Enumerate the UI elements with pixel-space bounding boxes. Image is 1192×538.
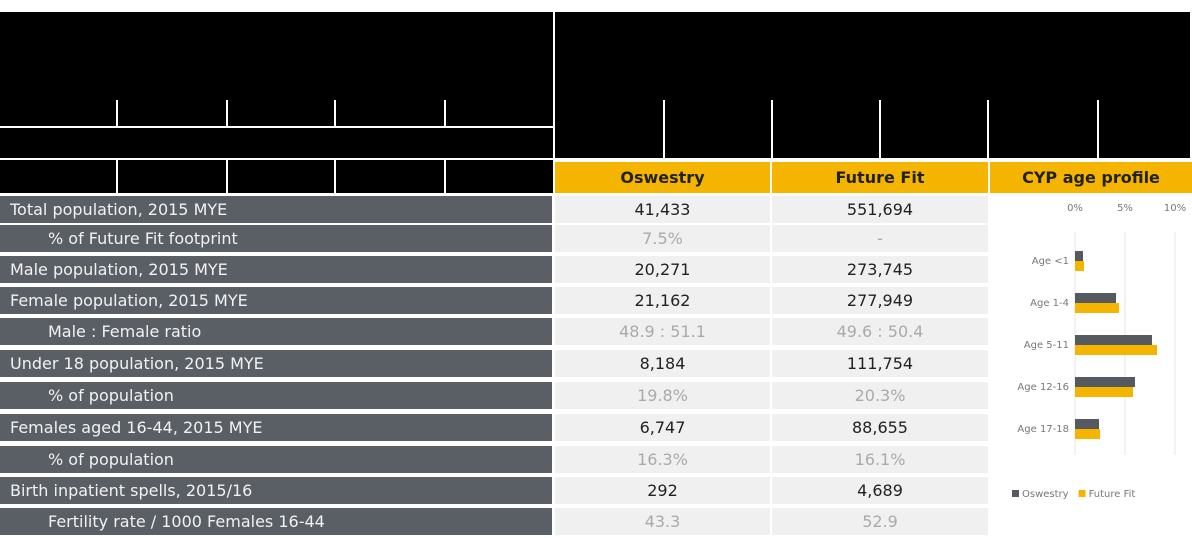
cell [0, 100, 118, 128]
row-label: Under 18 population, 2015 MYE [0, 350, 552, 377]
bar [1075, 387, 1133, 397]
bar [1075, 261, 1084, 271]
cell: 20.3% [772, 382, 988, 409]
cell [446, 160, 555, 195]
legend-label: Future Fit [1089, 489, 1136, 500]
row: Male : Female ratio 48.9 : 51.1 49.6 : 50.… [0, 318, 988, 347]
y-tick-label: Age <1 [1032, 256, 1069, 267]
row: Birth inpatient spells, 2015/16 292 4,689 [0, 477, 988, 506]
row: Male population, 2015 MYE 20,271 273,745 [0, 256, 988, 285]
row: % of population 16.3% 16.1% [0, 446, 988, 475]
x-tick-label: 10% [1164, 203, 1186, 214]
cell [228, 100, 336, 128]
cell: 41,433 [555, 196, 770, 223]
legend-swatch [1078, 490, 1086, 497]
bar [1075, 419, 1099, 429]
bar [1075, 303, 1119, 313]
row-label: % of population [0, 446, 552, 473]
row-label: % of Future Fit footprint [0, 225, 552, 252]
cell: 273,745 [772, 256, 988, 283]
column-header: Future Fit [772, 162, 990, 193]
row-label: Fertility rate / 1000 Females 16-44 [0, 508, 552, 535]
row-label: Females aged 16-44, 2015 MYE [0, 414, 552, 441]
legend-swatch [1012, 490, 1019, 497]
cell [0, 128, 555, 160]
cell [881, 100, 989, 160]
row-label: Female population, 2015 MYE [0, 287, 552, 314]
column-header: Oswestry [555, 162, 772, 193]
x-tick-label: 0% [1067, 203, 1083, 214]
y-tick-label: Age 5-11 [1024, 340, 1069, 351]
cell: 551,694 [772, 196, 988, 223]
cell [228, 160, 336, 195]
legend-label: Oswestry [1022, 489, 1069, 500]
cell: 292 [555, 477, 770, 504]
cell [118, 100, 228, 128]
cell [118, 160, 228, 195]
cell: 19.8% [555, 382, 770, 409]
cell [555, 100, 665, 160]
y-tick-label: Age 12-16 [1017, 382, 1069, 393]
cell: 111,754 [772, 350, 988, 377]
bar [1075, 335, 1152, 345]
cell: 8,184 [555, 350, 770, 377]
cell: 6,747 [555, 414, 770, 441]
row-label: Male population, 2015 MYE [0, 256, 552, 283]
cell: 88,655 [772, 414, 988, 441]
row: Fertility rate / 1000 Females 16-44 43.3 5… [0, 508, 988, 537]
x-tick-label: 5% [1117, 203, 1133, 214]
cell: 16.1% [772, 446, 988, 473]
row: Under 18 population, 2015 MYE 8,184 111,75… [0, 350, 988, 379]
chart: 0% 5% 10% Age <1 Age 1-4 Age 5-11 Age 12-16 Age… [1012, 203, 1186, 500]
row: Total population, 2015 MYE 41,433 551,694 [0, 196, 988, 225]
cell: 277,949 [772, 287, 988, 314]
cell: 52.9 [772, 508, 988, 535]
cell: 43.3 [555, 508, 770, 535]
bar [1075, 429, 1100, 439]
cell: 4,689 [772, 477, 988, 504]
cell [0, 160, 118, 195]
cell: 48.9 : 51.1 [555, 318, 770, 345]
bar [1075, 251, 1083, 261]
cell: 21,162 [555, 287, 770, 314]
row-label: % of population [0, 382, 552, 409]
cell: - [772, 225, 988, 252]
y-tick-label: Age 1-4 [1030, 298, 1069, 309]
cell: 7.5% [555, 225, 770, 252]
cell [1099, 100, 1192, 160]
cell [773, 100, 881, 160]
row: % of Future Fit footprint 7.5% - [0, 225, 988, 254]
y-tick-label: Age 17-18 [1017, 424, 1069, 435]
row-label: Birth inpatient spells, 2015/16 [0, 477, 552, 504]
cell [446, 100, 555, 128]
cell: 49.6 : 50.4 [772, 318, 988, 345]
bar [1075, 293, 1116, 303]
row-label: Total population, 2015 MYE [0, 196, 552, 223]
cell: 20,271 [555, 256, 770, 283]
cell [989, 100, 1099, 160]
cell [665, 100, 773, 160]
chart-title: CYP age profile [990, 162, 1192, 193]
cell [336, 160, 446, 195]
bar [1075, 377, 1135, 387]
row-label: Male : Female ratio [0, 318, 552, 345]
row: Females aged 16-44, 2015 MYE 6,747 88,655 [0, 414, 988, 443]
cell: 16.3% [555, 446, 770, 473]
cell [336, 100, 446, 128]
row: Female population, 2015 MYE 21,162 277,949 [0, 287, 988, 316]
row: % of population 19.8% 20.3% [0, 382, 988, 411]
bar [1075, 345, 1157, 355]
